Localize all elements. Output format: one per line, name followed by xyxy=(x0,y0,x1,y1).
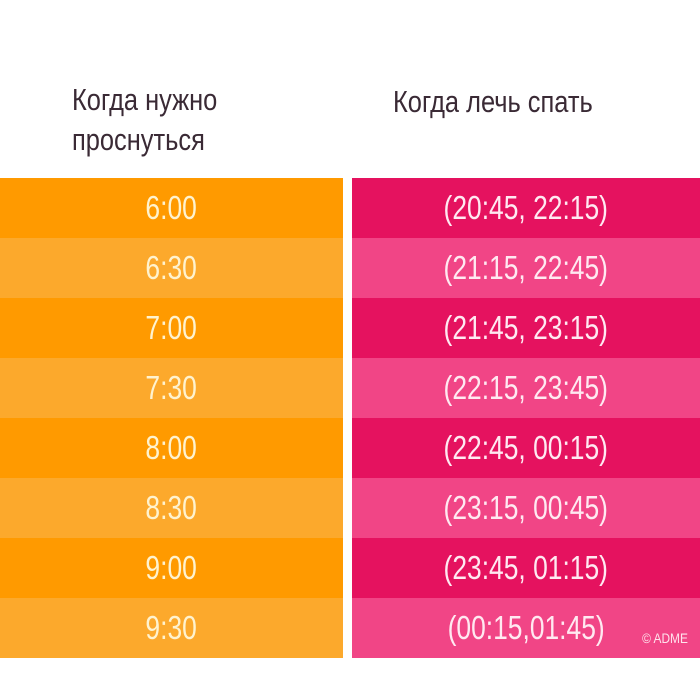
sleep-cell: (21:15, 22:45) xyxy=(352,238,700,298)
wake-cell: 7:00 xyxy=(0,298,343,358)
wake-cell: 6:30 xyxy=(0,238,343,298)
sleep-cell: (23:45, 01:15) xyxy=(352,538,700,598)
wake-heading-line2: проснуться xyxy=(72,122,205,157)
wake-heading-line1: Когда нужно xyxy=(72,82,218,117)
wake-cell: 8:30 xyxy=(0,478,343,538)
wake-cell: 6:00 xyxy=(0,178,343,238)
table-header: Когда нужно проснуться Когда лечь спать xyxy=(0,0,700,178)
sleep-cell: (20:45, 22:15) xyxy=(352,178,700,238)
wake-column-heading: Когда нужно проснуться xyxy=(72,80,217,160)
wake-cell: 9:00 xyxy=(0,538,343,598)
sleep-cell: (22:15, 23:45) xyxy=(352,358,700,418)
adme-watermark: © ADME xyxy=(642,630,688,646)
wake-cell: 8:00 xyxy=(0,418,343,478)
sleep-cell: (22:45, 00:15) xyxy=(352,418,700,478)
sleep-schedule-table: 6:00 6:30 7:00 7:30 8:00 8:30 9:00 9:30 … xyxy=(0,178,700,658)
sleep-column-heading: Когда лечь спать xyxy=(393,84,593,119)
sleep-column: (20:45, 22:15) (21:15, 22:45) (21:45, 23… xyxy=(352,178,700,658)
sleep-cell: (00:15,01:45) xyxy=(352,598,700,658)
wake-cell: 7:30 xyxy=(0,358,343,418)
sleep-cell: (21:45, 23:15) xyxy=(352,298,700,358)
wake-cell: 9:30 xyxy=(0,598,343,658)
wake-column: 6:00 6:30 7:00 7:30 8:00 8:30 9:00 9:30 xyxy=(0,178,343,658)
sleep-cell: (23:15, 00:45) xyxy=(352,478,700,538)
